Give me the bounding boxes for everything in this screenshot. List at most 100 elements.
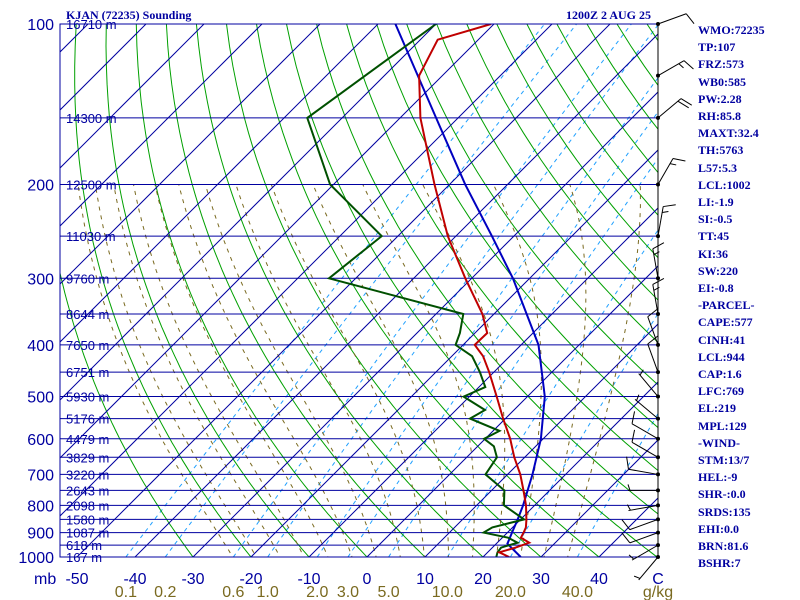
wind-barb-dot — [656, 416, 660, 421]
index-item: -WIND- — [698, 435, 740, 450]
temperature-tick-label: 10 — [416, 571, 434, 588]
wind-barb-dot — [656, 311, 660, 316]
pressure-tick-label: 500 — [27, 390, 54, 407]
isotherm — [540, 439, 658, 557]
dry-adiabat — [496, 24, 658, 259]
wind-barb-flag — [663, 204, 676, 208]
wind-barb-flag — [683, 60, 694, 70]
pressure-unit-label: mb — [34, 571, 56, 588]
moist-adiabat — [94, 184, 257, 557]
moist-adiabat — [235, 184, 401, 557]
height-label: 12500 m — [66, 177, 117, 192]
wind-barb-dot — [656, 517, 660, 522]
isotherm — [366, 265, 658, 557]
height-label: 2098 m — [66, 498, 109, 513]
index-item: BSHR:7 — [698, 556, 741, 571]
mixing-ratio-tick-label: 0.1 — [115, 584, 137, 600]
index-item: WMO:72235 — [698, 23, 765, 37]
wind-barb — [652, 242, 665, 281]
wind-barb-dot — [656, 115, 660, 120]
index-item: BRN:81.6 — [698, 539, 749, 554]
mixing-ratio-tick-label: 1.0 — [257, 584, 279, 600]
dewpoint-trace — [306, 24, 527, 557]
wind-barb-flag — [652, 242, 665, 250]
wind-barb — [656, 98, 693, 120]
wind-barb-dot — [656, 543, 660, 548]
wind-barb-half-flag — [669, 163, 677, 166]
moist-adiabat — [492, 184, 542, 557]
wind-barb-staff — [628, 504, 659, 512]
index-item: SW:220 — [698, 263, 739, 278]
isotherm — [60, 24, 495, 459]
wind-barb-half-flag — [628, 554, 635, 560]
isotherm — [308, 207, 658, 557]
wind-barb-dot — [656, 370, 660, 375]
index-item: CAPE:577 — [698, 315, 753, 330]
wind-barb-dot — [656, 182, 660, 187]
wind-barb-staff — [629, 518, 659, 531]
wind-barb-staff — [638, 373, 659, 397]
wind-barb-half-flag — [627, 484, 631, 491]
dry-adiabat — [195, 24, 484, 557]
temperature-unit-label: C — [652, 571, 664, 588]
dry-adiabat — [60, 270, 194, 557]
wind-barb-flag — [631, 411, 636, 424]
index-item: L57:5.3 — [698, 160, 737, 175]
mixing-ratio-line — [347, 111, 658, 557]
wind-barb-staff — [652, 248, 659, 279]
temperature-tick-label: 30 — [532, 571, 550, 588]
wind-barb-staff — [631, 441, 659, 458]
height-label: 2643 m — [66, 483, 109, 498]
height-label: 5930 m — [66, 390, 109, 405]
wind-barb-staff — [657, 13, 687, 25]
wind-barb-flag — [626, 456, 629, 470]
wind-barb-half-flag — [653, 286, 660, 291]
height-label: 618 m — [66, 538, 102, 553]
index-item: KI:36 — [698, 246, 728, 261]
observation-time: 1200Z 2 AUG 25 — [566, 8, 652, 22]
dry-adiabat — [105, 24, 310, 557]
wind-barb-dot — [656, 22, 660, 26]
temperature-trace — [418, 24, 532, 557]
dry-adiabat — [165, 24, 426, 557]
pressure-tick-label: 200 — [27, 177, 54, 194]
wind-barb-flag — [647, 308, 658, 318]
index-item: LFC:769 — [698, 384, 744, 399]
mixing-ratio-tick-label: 20.0 — [495, 584, 526, 600]
wind-barb-half-flag — [662, 211, 669, 213]
index-item: HEL:-9 — [698, 470, 738, 485]
wind-barb — [626, 456, 660, 477]
isotherm — [76, 24, 611, 557]
index-item: TP:107 — [698, 40, 736, 55]
wind-barb-flag — [621, 519, 631, 530]
index-item: LCL:944 — [698, 349, 745, 364]
moist-adiabat — [543, 184, 587, 557]
dry-adiabat — [586, 24, 658, 130]
index-item: EI:-0.8 — [698, 281, 734, 296]
index-item: LI:-1.9 — [698, 195, 734, 210]
index-item: MPL:129 — [698, 418, 747, 433]
mixing-ratio-tick-label: 0.2 — [154, 584, 176, 600]
wind-barb-dot — [656, 394, 660, 399]
wind-barb-staff — [628, 468, 659, 475]
dry-adiabat — [466, 24, 658, 301]
mixing-ratio-unit-label: g/kg — [643, 584, 673, 600]
moist-adiabat — [422, 184, 506, 557]
wind-barb-staff — [657, 60, 685, 77]
wind-barb-staff — [657, 98, 682, 119]
mixing-ratio-tick-label: 0.6 — [222, 584, 244, 600]
wind-barb-flag — [652, 277, 665, 285]
index-item: RH:85.8 — [698, 109, 741, 124]
index-item: SRDS:135 — [698, 504, 751, 519]
index-item: EHI:0.0 — [698, 521, 740, 536]
wind-barb-flag — [680, 98, 693, 106]
wind-barb — [656, 157, 686, 187]
index-item: WB0:585 — [698, 74, 746, 89]
wind-barb-staff — [657, 158, 674, 185]
wind-barb-dot — [656, 503, 660, 508]
moist-adiabat — [133, 184, 305, 557]
dry-adiabat — [74, 24, 252, 557]
height-label: 1580 m — [66, 512, 109, 527]
